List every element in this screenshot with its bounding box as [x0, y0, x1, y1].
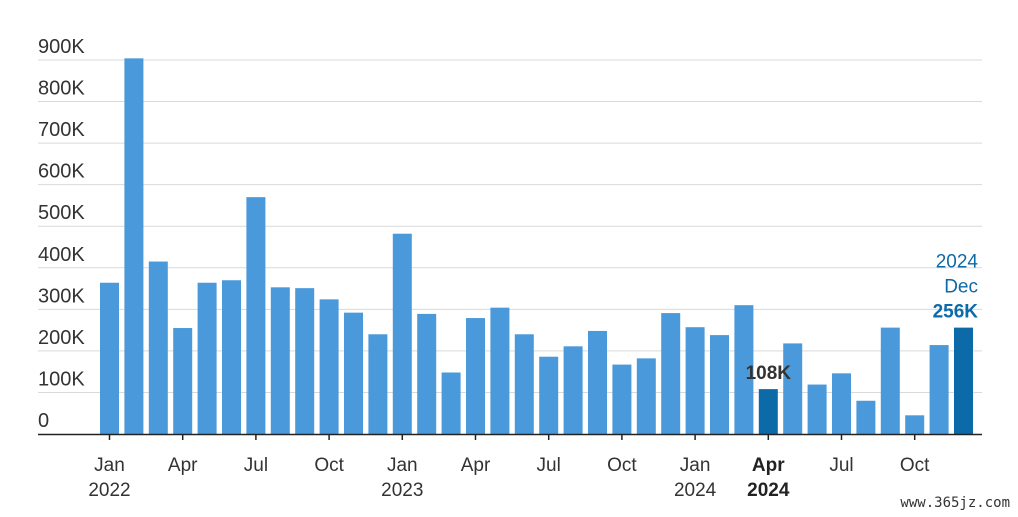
x-tick-label: Apr — [752, 455, 785, 476]
x-tick-label: Oct — [607, 455, 637, 476]
x-tick-label: Jan — [94, 455, 125, 476]
bar — [954, 327, 973, 434]
x-tick-label: Jul — [537, 455, 561, 476]
watermark: www.365jz.com — [900, 495, 1010, 511]
bar — [880, 327, 900, 434]
y-tick-label: 800K — [38, 78, 85, 100]
x-tick-label: Oct — [314, 455, 344, 476]
bar — [417, 313, 437, 434]
bar — [905, 415, 925, 434]
bar — [319, 299, 339, 434]
x-tick-label: Jul — [244, 455, 268, 476]
bar — [636, 358, 656, 434]
y-axis: 0 100K 200K 300K 400K 500K 600K 700K 800K 900K — [38, 36, 85, 432]
annotations: 108K 2024 Dec 256K — [746, 252, 979, 385]
bar — [441, 372, 461, 434]
y-tick-label: 500K — [38, 202, 85, 224]
x-tick-label: Apr — [461, 455, 491, 476]
bar — [246, 197, 266, 434]
bar — [148, 261, 168, 434]
x-tick-year-label: 2024 — [674, 480, 717, 501]
bar — [344, 312, 363, 434]
bar — [783, 343, 803, 434]
bar — [368, 334, 388, 434]
bar — [856, 400, 876, 434]
bar — [295, 288, 315, 434]
bar — [685, 327, 705, 434]
y-tick-label: 0 — [38, 410, 49, 432]
x-tick-year-label: 2023 — [381, 480, 423, 501]
x-tick-label: Jul — [829, 455, 853, 476]
x-axis: Jan 2022 Apr Jul Oct Jan 2023 Apr Jul Oct Jan 2024 A… — [38, 433, 982, 501]
bars — [100, 58, 973, 435]
annotation-label: 256K — [933, 302, 979, 323]
bar — [490, 307, 510, 434]
bar — [832, 373, 851, 434]
bar — [466, 318, 485, 434]
bar — [197, 282, 217, 434]
annotation-label: 2024 — [936, 252, 979, 273]
bar — [270, 287, 290, 434]
annotation-label: Dec — [944, 277, 978, 298]
gridlines — [38, 59, 982, 393]
bar — [514, 334, 534, 434]
bar — [588, 330, 607, 434]
y-tick-label: 700K — [38, 119, 85, 141]
bar — [563, 346, 583, 434]
bar — [734, 305, 754, 434]
y-tick-label: 900K — [38, 36, 85, 58]
bar — [173, 328, 193, 434]
bar — [124, 58, 144, 435]
annotation-label: 108K — [746, 363, 792, 384]
bar — [392, 233, 412, 434]
x-tick-label: Oct — [900, 455, 930, 476]
bar — [929, 345, 949, 434]
bar — [612, 364, 632, 434]
bar — [539, 356, 559, 434]
x-tick-label: Apr — [168, 455, 198, 476]
y-tick-label: 100K — [38, 368, 85, 390]
y-tick-label: 300K — [38, 285, 85, 307]
y-tick-label: 200K — [38, 327, 85, 349]
y-tick-label: 600K — [38, 161, 85, 183]
x-tick-year-label: 2022 — [88, 480, 130, 501]
bar — [222, 280, 241, 434]
bar — [807, 384, 827, 434]
bar — [710, 335, 729, 434]
x-tick-label: Jan — [680, 455, 711, 476]
bar — [661, 313, 681, 434]
bar — [100, 282, 119, 434]
y-tick-label: 400K — [38, 244, 85, 266]
x-tick-label: Jan — [387, 455, 418, 476]
x-tick-year-label: 2024 — [747, 480, 790, 501]
bar — [758, 389, 778, 434]
